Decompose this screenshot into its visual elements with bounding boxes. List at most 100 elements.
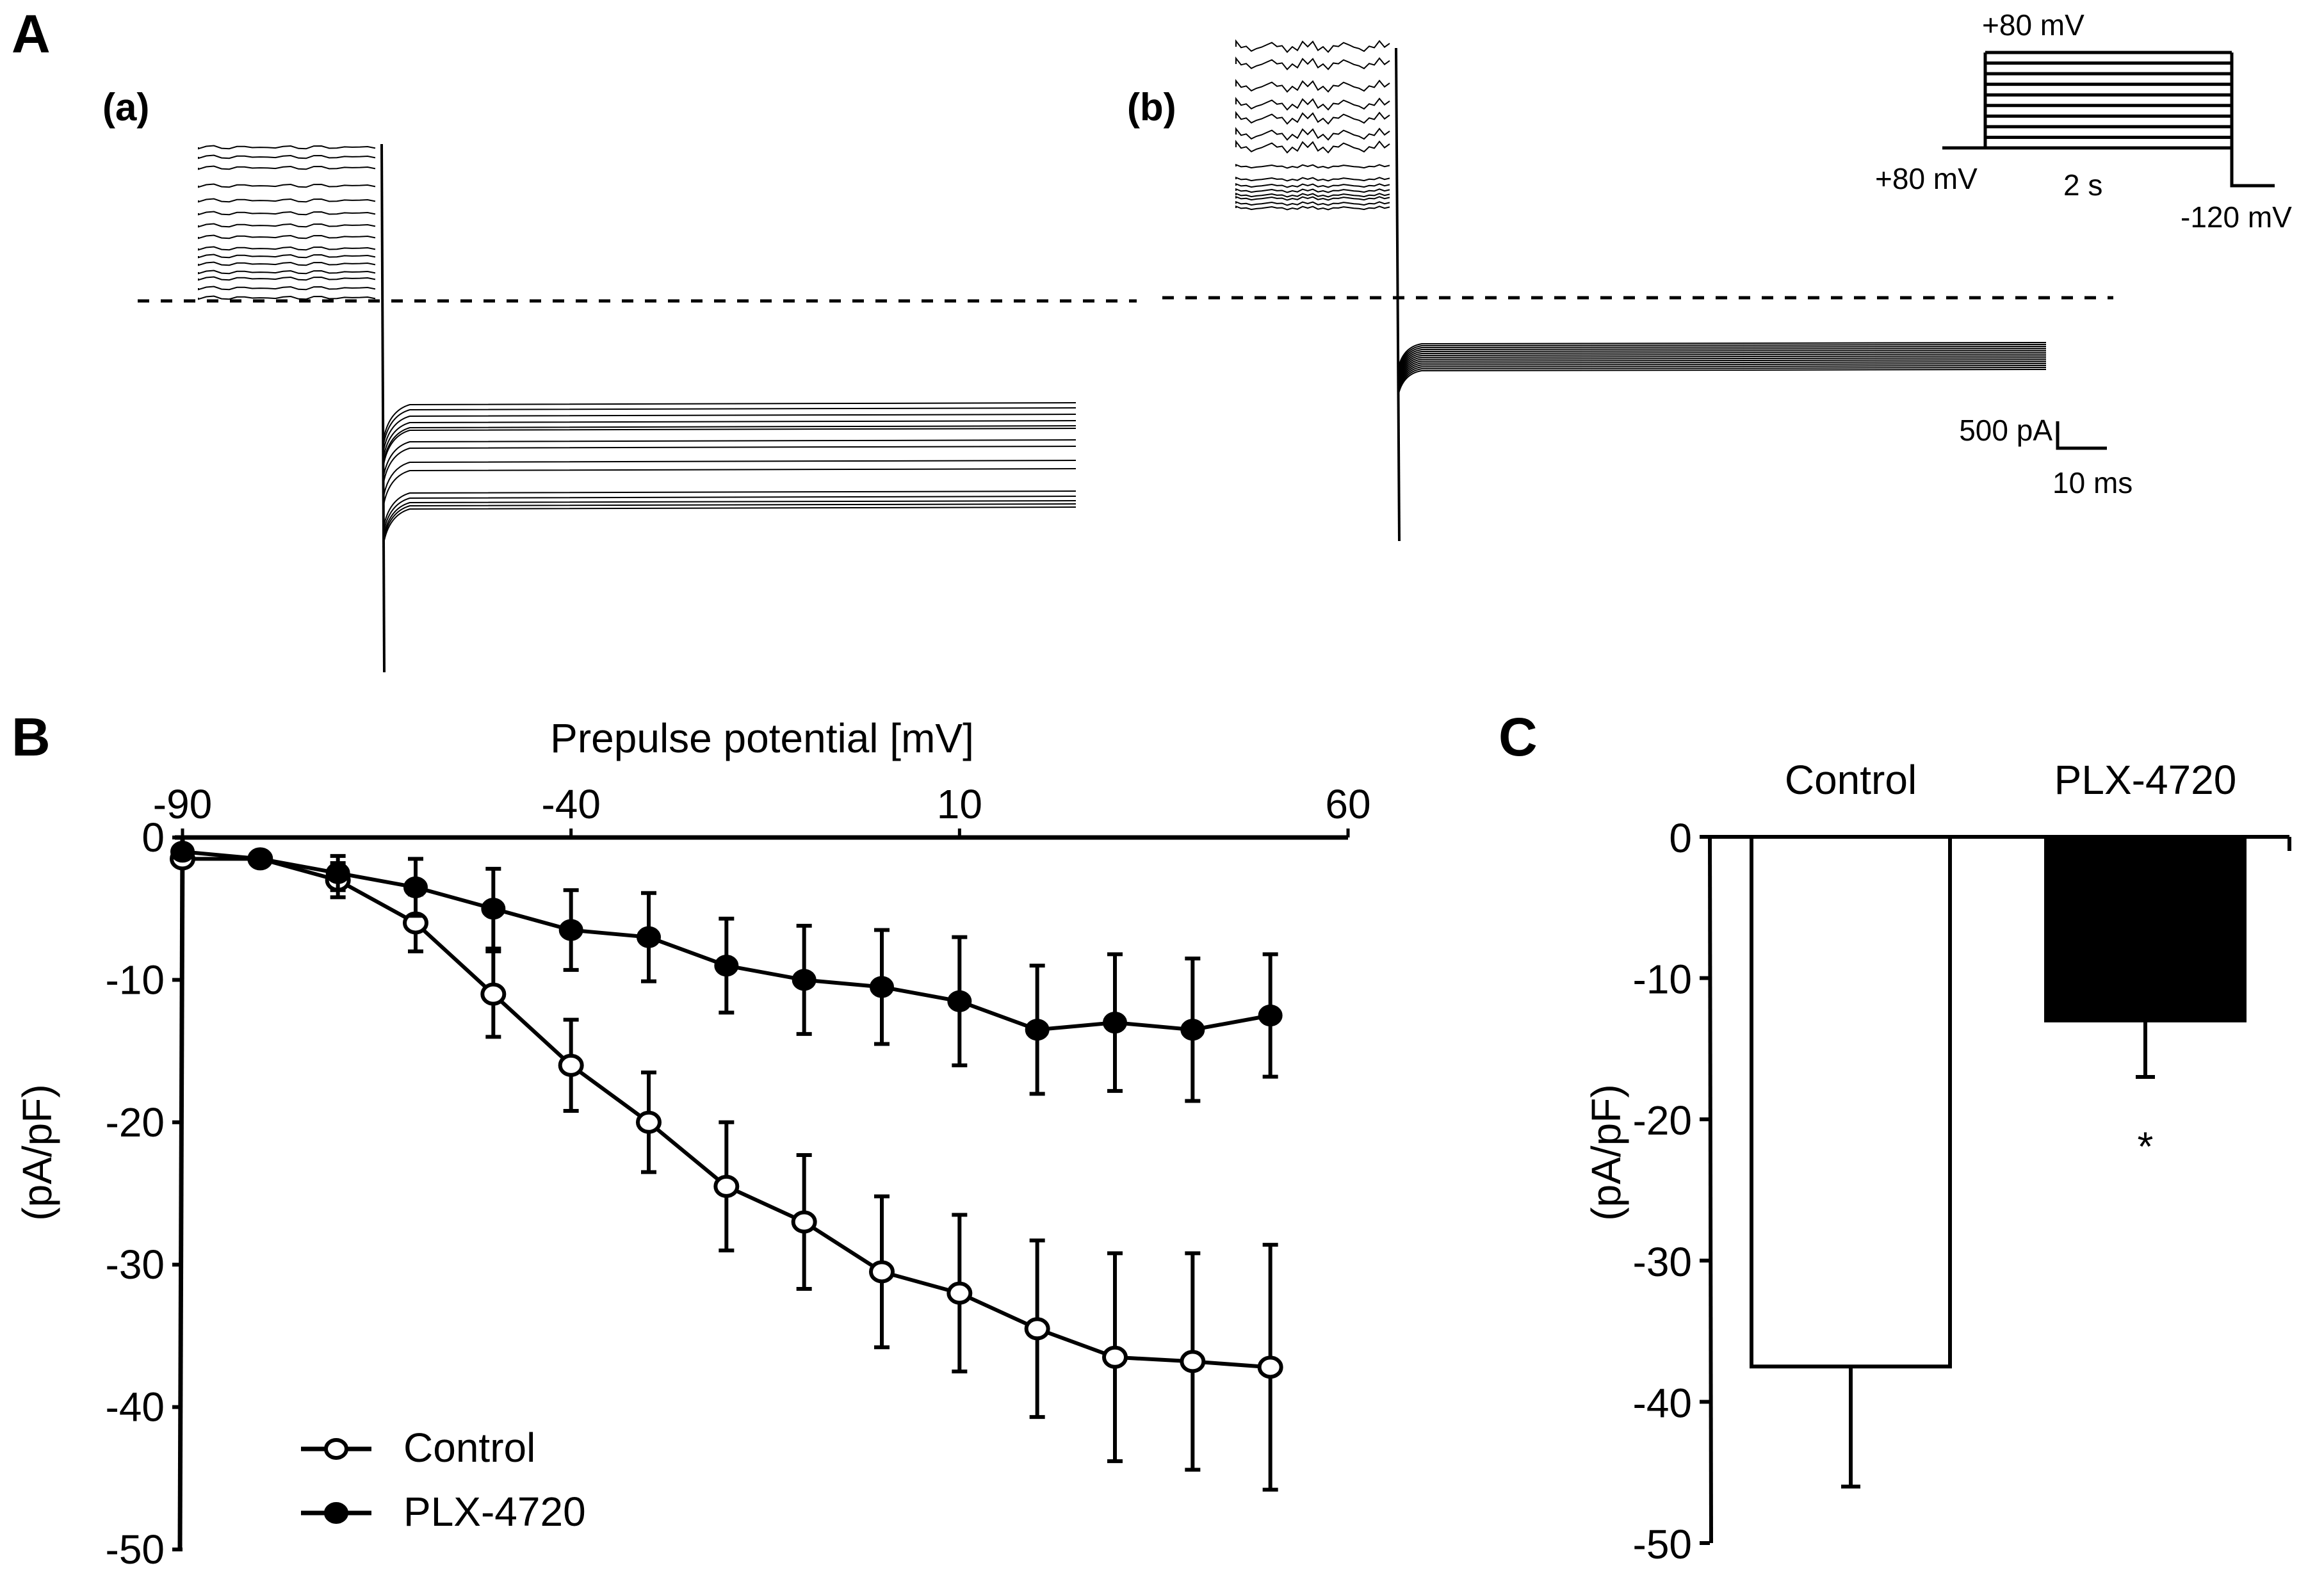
trace-prepulse: [1235, 195, 1390, 201]
data-point: [1025, 1019, 1050, 1041]
trace-prepulse: [198, 198, 376, 203]
trace-prepulse: [198, 154, 376, 159]
legend-label: PLX-4720: [403, 1489, 586, 1535]
panel-label-c: C: [1499, 707, 1538, 767]
data-point: [558, 1053, 584, 1077]
data-point: [1103, 1012, 1127, 1034]
data-point: [1257, 1355, 1283, 1379]
bar-plx-4720: [2044, 835, 2247, 1023]
capacitive-transient: [1395, 47, 1401, 542]
protocol-top-label: +80 mV: [1982, 8, 2084, 42]
data-point: [248, 848, 273, 870]
significance-marker: *: [2138, 1123, 2154, 1169]
data-point: [325, 862, 350, 884]
trace-tail: [382, 503, 1077, 545]
current-traces-b: [1235, 39, 2047, 542]
data-point: [791, 1210, 817, 1234]
data-point: [870, 976, 894, 998]
trace-prepulse: [198, 295, 376, 300]
data-point: [403, 876, 428, 898]
bar-control: [1750, 835, 1952, 1369]
trace-prepulse: [1235, 56, 1390, 70]
voltage-protocol-inset: [1942, 51, 2275, 188]
trace-prepulse: [1235, 192, 1390, 198]
legend: Control PLX-4720: [301, 1425, 586, 1535]
y-tick-label: -10: [1633, 957, 1693, 1003]
trace-prepulse: [1235, 140, 1390, 154]
protocol-hold-label: +80 mV: [1875, 162, 1978, 195]
trace-prepulse: [1235, 111, 1390, 125]
trace-prepulse: [198, 223, 376, 228]
trace-prepulse: [1235, 163, 1390, 169]
data-point: [480, 982, 507, 1006]
y-tick-label: -10: [106, 957, 165, 1003]
sublabel-b: (b): [1127, 86, 1176, 129]
legend-marker: [324, 1438, 348, 1460]
data-point: [713, 1174, 740, 1198]
y-tick-label: -40: [1633, 1380, 1693, 1426]
trace-prepulse: [198, 254, 376, 259]
data-point: [1258, 1005, 1283, 1026]
y-tick-label: 0: [142, 814, 165, 861]
data-point: [636, 1110, 662, 1134]
trace-prepulse: [1235, 200, 1390, 206]
panel-label-b: B: [12, 707, 51, 767]
trace-prepulse: [1235, 127, 1390, 141]
iv-curve-chart: Prepulse potential [mV] (pA/pF) -90 -40 10…: [14, 715, 1371, 1573]
series-plx-4720: [170, 841, 1283, 1103]
legend-marker: [324, 1502, 348, 1524]
x-tick-label: -40: [541, 781, 601, 827]
y-tick-label: 0: [1669, 815, 1692, 861]
current-traces-a: [198, 143, 1077, 673]
trace-tail: [1397, 367, 2047, 395]
protocol-duration-label: 2 s: [2063, 168, 2102, 202]
y-tick-label: -50: [1633, 1521, 1693, 1567]
trace-tail: [382, 500, 1077, 542]
y-tick-label: -20: [1633, 1097, 1693, 1144]
data-point: [947, 990, 972, 1012]
y-axis-line: [177, 837, 185, 1550]
y-axis-title-b: (pA/pF): [14, 1084, 60, 1220]
data-point: [1180, 1019, 1205, 1041]
protocol-step-return: [2230, 53, 2275, 188]
trace-prepulse: [198, 165, 376, 170]
x-axis-title: Prepulse potential [mV]: [550, 715, 974, 761]
capacitive-transient: [380, 143, 386, 673]
trace-prepulse: [198, 270, 376, 275]
y-tick-label: -20: [106, 1099, 165, 1145]
panel-label-a: A: [12, 4, 51, 64]
trace-prepulse: [1235, 176, 1390, 182]
category-label: PLX-4720: [2054, 757, 2237, 803]
trace-prepulse: [1235, 188, 1390, 193]
trace-tail: [1397, 369, 2047, 397]
trace-prepulse: [198, 286, 376, 291]
data-point: [637, 926, 661, 948]
y-tick-label: -30: [106, 1241, 165, 1288]
data-point: [558, 919, 583, 941]
trace-tail: [382, 460, 1077, 501]
y-tick-label: -50: [106, 1526, 165, 1573]
data-point: [714, 955, 739, 977]
trace-prepulse: [198, 145, 376, 150]
data-point: [869, 1260, 895, 1284]
scale-bar-time-label: 10 ms: [2052, 466, 2133, 499]
trace-prepulse: [1235, 97, 1390, 111]
trace-prepulse: [198, 211, 376, 216]
sublabel-a: (a): [102, 86, 149, 129]
data-point: [792, 969, 817, 991]
data-point: [481, 898, 506, 920]
data-point: [170, 841, 195, 863]
trace-prepulse: [198, 183, 376, 188]
scale-bar-current-label: 500 pA: [1959, 414, 2052, 447]
trace-prepulse: [198, 261, 376, 266]
trace-prepulse: [1235, 182, 1390, 188]
bar-chart: (pA/pF) 0 -10 -20 -30 -40 -50 Control PLX-4720…: [1583, 757, 2291, 1567]
data-point: [947, 1281, 973, 1305]
y-axis-line: [1708, 836, 1713, 1544]
y-tick-label: -30: [1633, 1239, 1693, 1285]
protocol-step-rise: [1942, 53, 1987, 150]
data-point: [1180, 1350, 1206, 1373]
trace-prepulse: [198, 234, 376, 239]
x-tick-label: -90: [153, 781, 213, 827]
